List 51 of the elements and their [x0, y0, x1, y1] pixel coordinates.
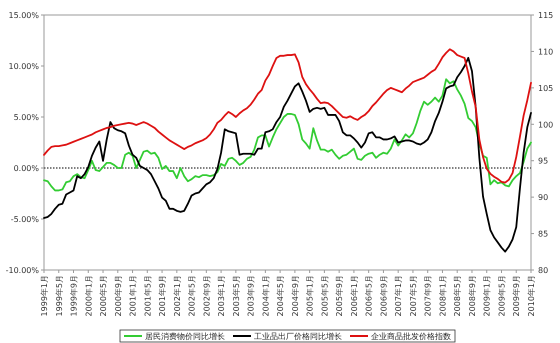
x-tick-label: 1999年1月	[40, 275, 49, 316]
x-tick-label: 2007年1月	[394, 275, 404, 316]
x-tick-label: 2008年1月	[438, 275, 448, 316]
x-tick-label: 2009年5月	[497, 275, 506, 316]
x-tick-label: 1999年5月	[54, 275, 64, 316]
x-tick-label: 2004年9月	[290, 275, 300, 316]
y-tick-label: 15.00%	[8, 11, 40, 20]
x-tick-label: 2000年1月	[84, 275, 94, 316]
y-tick-label: 0.00%	[14, 164, 40, 173]
x-tick-label: 2009年9月	[512, 275, 522, 316]
x-tick-label: 2008年9月	[468, 275, 477, 316]
y2-tick-label: 100	[538, 120, 554, 130]
x-tick-label: 2003年5月	[232, 275, 241, 316]
x-tick-label: 2006年5月	[364, 275, 374, 316]
x-tick-label: 2001年9月	[158, 275, 168, 316]
x-tick-label: 1999年9月	[70, 275, 79, 316]
x-tick-label: 2010年1月	[527, 275, 536, 316]
x-tick-label: 2006年9月	[379, 275, 388, 316]
y-tick-label: 10.00%	[8, 62, 40, 71]
x-tick-label: 2007年5月	[408, 275, 418, 316]
x-tick-label: 2001年5月	[143, 275, 152, 316]
x-tick-label: 2004年5月	[276, 275, 286, 316]
legend-label: 企业商品批发价格指数	[371, 332, 451, 341]
y2-tick-label: 105	[538, 84, 554, 93]
x-tick-label: 2006年1月	[350, 275, 359, 316]
y2-tick-label: 110	[538, 47, 554, 56]
legend-label: 工业品出厂价格同比增长	[254, 332, 342, 341]
y2-tick-label: 115	[538, 11, 554, 20]
x-tick-label: 2000年5月	[99, 275, 108, 316]
y2-tick-label: 90	[538, 193, 548, 202]
x-tick-label: 2007年9月	[424, 275, 433, 316]
x-tick-label: 2002年5月	[188, 275, 197, 316]
x-tick-label: 2005年5月	[320, 275, 330, 316]
y-tick-label: 5.00%	[14, 113, 40, 122]
x-tick-label: 2000年9月	[114, 275, 123, 316]
x-tick-label: 2003年9月	[246, 275, 256, 316]
x-tick-label: 2009年1月	[482, 275, 492, 316]
x-tick-label: 2002年1月	[172, 275, 182, 316]
x-tick-label: 2001年1月	[128, 275, 138, 316]
legend-label: 居民消费物价同比增长	[145, 332, 225, 341]
x-tick-label: 2002年9月	[202, 275, 212, 316]
y2-tick-label: 85	[538, 230, 548, 239]
x-tick-label: 2008年5月	[453, 275, 462, 316]
x-tick-label: 2003年1月	[217, 275, 226, 316]
y-tick-label: -5.00%	[10, 215, 40, 224]
x-tick-label: 2005年1月	[306, 275, 315, 316]
y2-tick-label: 80	[538, 266, 548, 275]
x-tick-label: 2005年9月	[335, 275, 344, 316]
y2-tick-label: 95	[538, 156, 548, 166]
x-tick-label: 2004年1月	[261, 275, 270, 316]
y-tick-label: -10.00%	[6, 266, 40, 275]
